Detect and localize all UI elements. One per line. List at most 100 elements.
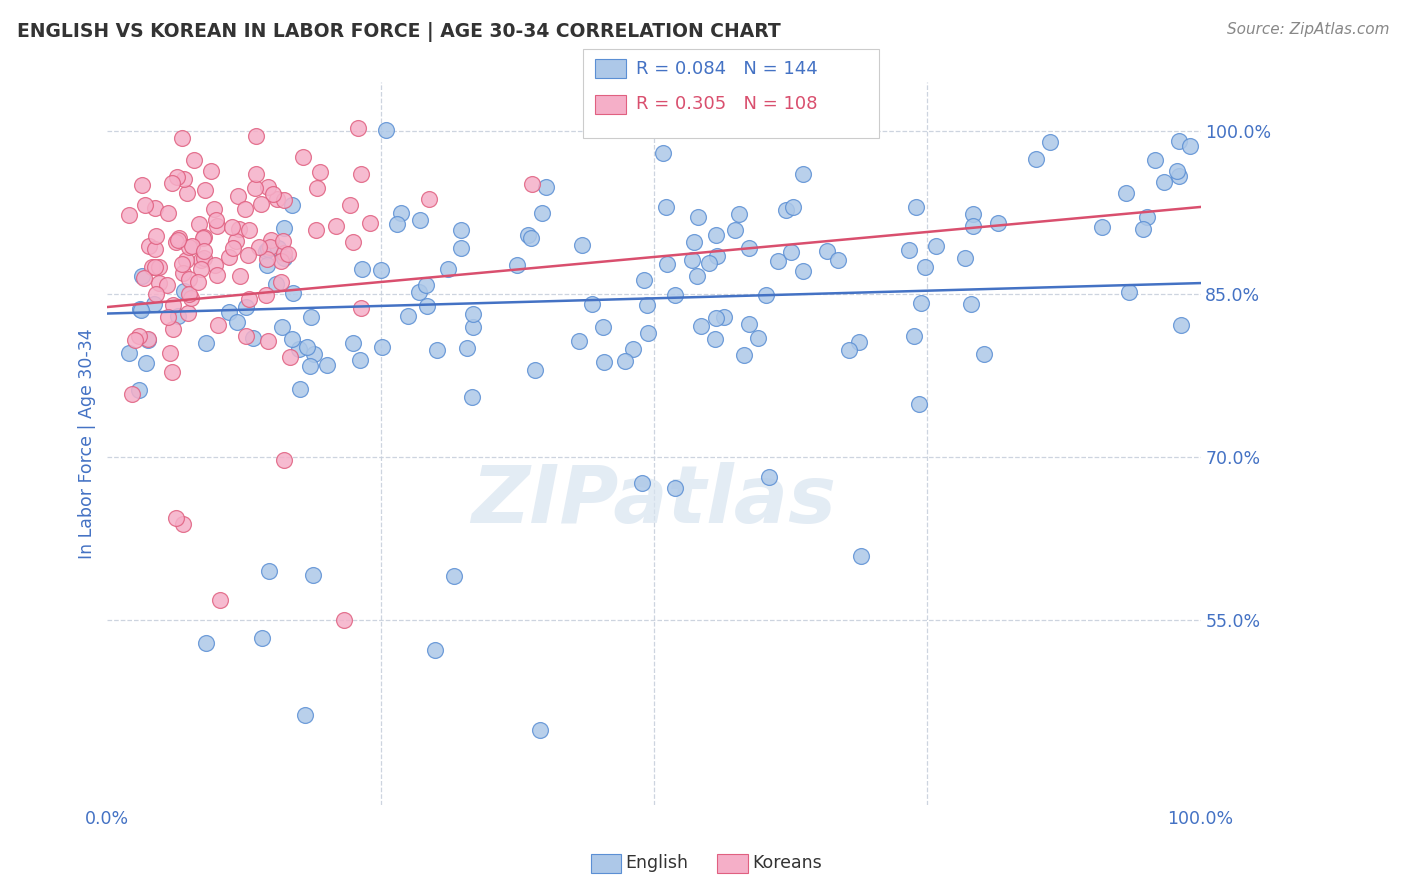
- Point: [218, 250, 240, 264]
- Point: [571, 238, 593, 252]
- Point: [160, 365, 183, 379]
- Point: [273, 235, 295, 249]
- Point: [243, 181, 266, 195]
- Point: [704, 227, 727, 242]
- Point: [222, 241, 245, 255]
- Point: [270, 275, 292, 289]
- Point: [165, 235, 187, 249]
- Point: [697, 256, 720, 270]
- Point: [333, 613, 356, 627]
- Point: [145, 286, 167, 301]
- Point: [737, 317, 759, 331]
- Point: [141, 260, 163, 274]
- Point: [121, 386, 143, 401]
- Point: [277, 247, 299, 261]
- Point: [145, 228, 167, 243]
- Point: [256, 252, 278, 267]
- Point: [349, 353, 371, 368]
- Point: [713, 310, 735, 324]
- Point: [173, 172, 195, 186]
- Point: [245, 129, 267, 144]
- Point: [782, 201, 804, 215]
- Point: [1166, 164, 1188, 178]
- Point: [183, 153, 205, 167]
- Point: [165, 511, 187, 525]
- Point: [134, 198, 156, 212]
- Point: [148, 277, 170, 291]
- Point: [143, 297, 166, 311]
- Point: [506, 258, 529, 272]
- Point: [633, 272, 655, 286]
- Point: [418, 192, 440, 206]
- Point: [290, 383, 312, 397]
- Point: [664, 481, 686, 495]
- Point: [177, 306, 200, 320]
- Point: [129, 302, 152, 317]
- Point: [690, 319, 713, 334]
- Point: [172, 516, 194, 531]
- Point: [281, 285, 304, 300]
- Text: ZIPatlas: ZIPatlas: [471, 462, 837, 541]
- Point: [775, 202, 797, 217]
- Point: [245, 167, 267, 181]
- Point: [204, 258, 226, 272]
- Point: [374, 122, 396, 136]
- Point: [704, 332, 727, 346]
- Point: [621, 342, 644, 356]
- Point: [291, 150, 314, 164]
- Point: [838, 343, 860, 357]
- Point: [792, 264, 814, 278]
- Point: [143, 201, 166, 215]
- Point: [207, 268, 229, 282]
- Point: [194, 336, 217, 351]
- Point: [385, 217, 408, 231]
- Point: [200, 163, 222, 178]
- Point: [342, 235, 364, 249]
- Point: [170, 257, 193, 271]
- Point: [359, 216, 381, 230]
- Point: [194, 183, 217, 197]
- Text: ENGLISH VS KOREAN IN LABOR FORCE | AGE 30-34 CORRELATION CHART: ENGLISH VS KOREAN IN LABOR FORCE | AGE 3…: [17, 22, 780, 42]
- Point: [592, 320, 614, 334]
- Point: [128, 383, 150, 397]
- Point: [1136, 211, 1159, 225]
- Point: [593, 355, 616, 369]
- Point: [1153, 175, 1175, 189]
- Point: [914, 260, 936, 275]
- Point: [257, 180, 280, 194]
- Point: [131, 269, 153, 284]
- Point: [281, 332, 304, 346]
- Point: [176, 186, 198, 200]
- Point: [408, 285, 430, 299]
- Text: Source: ZipAtlas.com: Source: ZipAtlas.com: [1226, 22, 1389, 37]
- Point: [962, 219, 984, 234]
- Text: R = 0.084   N = 144: R = 0.084 N = 144: [636, 60, 817, 78]
- Point: [226, 189, 249, 203]
- Point: [696, 116, 718, 130]
- Point: [160, 176, 183, 190]
- Point: [238, 292, 260, 306]
- Point: [249, 196, 271, 211]
- Point: [780, 245, 803, 260]
- Point: [132, 271, 155, 285]
- Point: [1132, 222, 1154, 236]
- Point: [173, 284, 195, 298]
- Point: [159, 346, 181, 360]
- Text: English: English: [626, 855, 689, 872]
- Point: [461, 307, 484, 321]
- Point: [683, 235, 706, 249]
- Point: [180, 291, 202, 305]
- Point: [908, 397, 931, 411]
- Point: [138, 239, 160, 253]
- Point: [264, 277, 287, 291]
- Point: [443, 568, 465, 582]
- Point: [166, 170, 188, 185]
- Point: [273, 246, 295, 260]
- Point: [727, 120, 749, 135]
- Point: [347, 121, 370, 136]
- Point: [637, 326, 659, 340]
- Point: [228, 268, 250, 283]
- Point: [350, 301, 373, 315]
- Point: [174, 252, 197, 267]
- Point: [792, 167, 814, 181]
